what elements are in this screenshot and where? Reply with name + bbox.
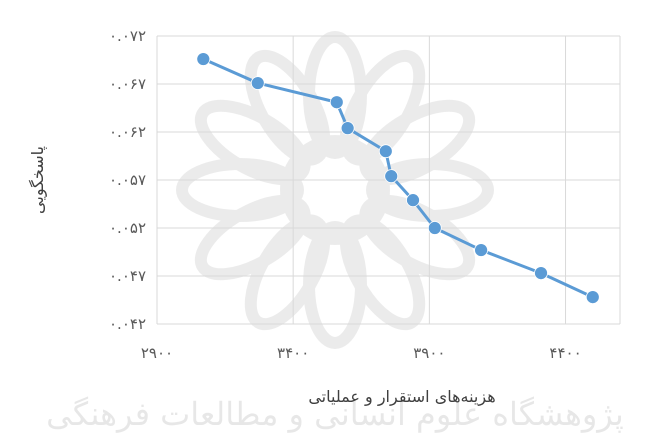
x-tick-label: ۴۴۰۰ xyxy=(549,344,581,362)
y-tick-label: ۰.۰۵۲ xyxy=(109,219,146,237)
y-tick-labels: ۰.۰۴۲ ۰.۰۴۷ ۰.۰۵۲ ۰.۰۵۷ ۰.۰۶۲ ۰.۰۶۷ ۰.۰۷۲ xyxy=(109,27,146,333)
y-axis-title: پاسخگویی xyxy=(28,146,48,214)
vertical-gridlines xyxy=(156,36,621,324)
watermark-text: پژوهشگاه علوم انسانی و مطالعات فرهنگی xyxy=(46,395,624,433)
horizontal-gridlines xyxy=(157,35,620,325)
x-tick-label: ۲۹۰۰ xyxy=(141,344,173,362)
data-point xyxy=(534,266,548,281)
x-tick-label: ۳۴۰۰ xyxy=(277,344,309,362)
data-point xyxy=(384,169,399,184)
data-point xyxy=(378,144,393,159)
watermark-petal xyxy=(303,221,367,349)
series-layer xyxy=(196,52,600,305)
watermark-petal xyxy=(244,214,331,331)
watermark-ring xyxy=(280,135,390,245)
watermark-petal xyxy=(359,99,476,186)
y-tick-label: ۰.۰۶۲ xyxy=(109,123,146,141)
x-axis-title: هزینه‌های استقرار و عملیاتی xyxy=(308,387,495,407)
data-point xyxy=(474,243,489,257)
watermark-petal xyxy=(176,158,304,222)
watermark-petal xyxy=(194,194,311,281)
watermark-petal xyxy=(194,99,311,186)
x-tick-label: ۳۹۰۰ xyxy=(413,344,445,362)
y-tick-label: ۰.۰۵۷ xyxy=(109,171,146,189)
data-point xyxy=(585,290,600,305)
data-point xyxy=(340,121,355,136)
y-tick-label: ۰.۰۶۷ xyxy=(109,75,146,93)
watermark-emblem: پژوهشگاه علوم انسانی و مطالعات فرهنگی xyxy=(46,31,624,433)
watermark-petal xyxy=(339,49,426,166)
data-point xyxy=(427,221,442,235)
data-point xyxy=(250,76,265,90)
data-point xyxy=(406,193,420,208)
watermark-petal xyxy=(359,194,476,281)
watermark-petal xyxy=(366,158,494,222)
data-point xyxy=(329,95,344,110)
x-tick-labels: ۲۹۰۰ ۳۴۰۰ ۳۹۰۰ ۴۴۰۰ xyxy=(141,344,582,362)
y-tick-label: ۰.۰۴۷ xyxy=(109,267,146,285)
watermark-petal xyxy=(339,214,426,331)
data-point xyxy=(196,52,211,66)
y-tick-label: ۰.۰۴۲ xyxy=(109,315,146,333)
y-tick-label: ۰.۰۷۲ xyxy=(109,27,146,45)
